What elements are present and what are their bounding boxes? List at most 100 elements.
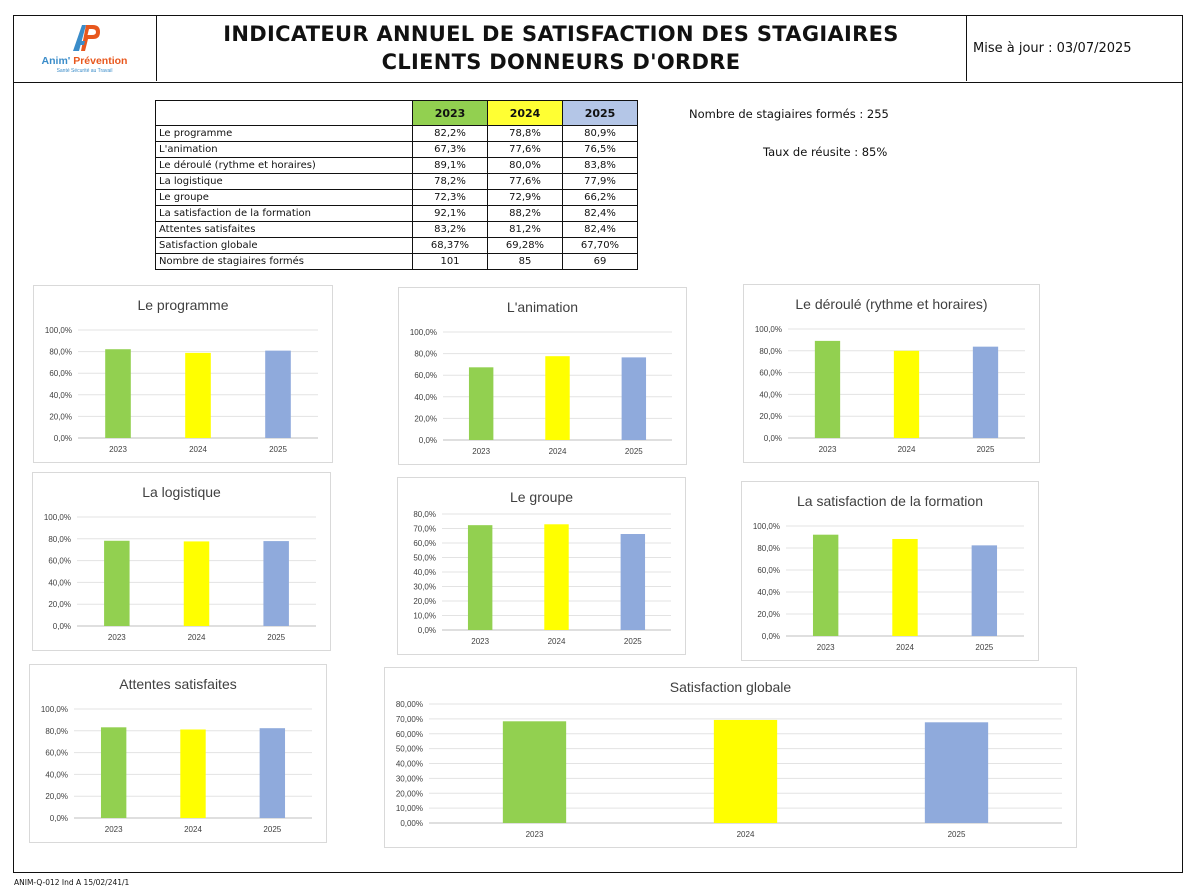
bar-2023 bbox=[468, 367, 494, 440]
y-tick-label: 40,00% bbox=[396, 760, 423, 769]
x-tick-label: 2025 bbox=[624, 637, 642, 646]
y-tick-label: 40,0% bbox=[45, 770, 68, 779]
y-tick-label: 20,0% bbox=[759, 412, 782, 421]
chart-la-satisfaction-formation: La satisfaction de la formation 0,0% 20,0%… bbox=[741, 481, 1039, 661]
chart-la-logistique: La logistique 0,0% 20,0% 40,0% 60,0% 80,0% 100… bbox=[32, 472, 331, 651]
table-row: Le programme 82,2% 78,8% 80,9% bbox=[155, 125, 638, 142]
y-tick-label: 40,0% bbox=[759, 390, 782, 399]
document-reference: ANIM-Q-012 Ind A 15/02/241/1 bbox=[14, 878, 130, 887]
chart-title: Le groupe bbox=[510, 489, 573, 505]
cell-value: 80,0% bbox=[487, 157, 563, 174]
cell-value: 92,1% bbox=[412, 205, 488, 222]
row-label: L'animation bbox=[155, 141, 413, 158]
chart-svg: La logistique 0,0% 20,0% 40,0% 60,0% 80,0% 100… bbox=[44, 484, 316, 642]
page-title: INDICATEUR ANNUEL DE SATISFACTION DES ST… bbox=[156, 15, 966, 81]
y-tick-label: 0,0% bbox=[762, 632, 780, 641]
cell-value: 88,2% bbox=[487, 205, 563, 222]
logo: Anim' Prévention Santé Sécurité au Trava… bbox=[13, 15, 157, 81]
y-tick-label: 100,0% bbox=[410, 328, 437, 337]
y-tick-label: 40,0% bbox=[413, 568, 436, 577]
cell-value: 82,4% bbox=[562, 205, 638, 222]
x-tick-label: 2023 bbox=[109, 445, 127, 454]
x-tick-label: 2025 bbox=[263, 825, 281, 834]
x-tick-label: 2024 bbox=[737, 830, 755, 839]
x-tick-label: 2025 bbox=[975, 643, 993, 652]
chart-svg: Satisfaction globale 0,00% 10,00% 20,00% 30,… bbox=[396, 679, 1062, 839]
cell-value: 78,2% bbox=[412, 173, 488, 190]
cell-value: 66,2% bbox=[562, 189, 638, 206]
table-row: Le déroulé (rythme et horaires) 89,1% 80,0… bbox=[155, 157, 638, 174]
cell-value: 81,2% bbox=[487, 221, 563, 238]
cell-value: 67,3% bbox=[412, 141, 488, 158]
chart-svg: Attentes satisfaites 0,0% 20,0% 40,0% 60,0% 8… bbox=[41, 676, 312, 834]
logo-tagline: Santé Sécurité au Travail bbox=[56, 68, 113, 74]
y-tick-label: 0,0% bbox=[50, 814, 68, 823]
x-tick-label: 2024 bbox=[898, 445, 916, 454]
table-row: Nombre de stagiaires formés 101 85 69 bbox=[155, 253, 638, 270]
bar-2025 bbox=[620, 534, 646, 630]
row-label: La satisfaction de la formation bbox=[155, 205, 413, 222]
cell-value: 77,9% bbox=[562, 173, 638, 190]
chart-le-deroule: Le déroulé (rythme et horaires) 0,0% 20,0%… bbox=[743, 284, 1040, 463]
bar-2023 bbox=[502, 721, 567, 823]
cell-value: 80,9% bbox=[562, 125, 638, 142]
update-date: Mise à jour : 03/07/2025 bbox=[973, 41, 1132, 56]
cell-value: 83,8% bbox=[562, 157, 638, 174]
x-tick-label: 2023 bbox=[105, 825, 123, 834]
logo-brand-part2: Prévention bbox=[73, 55, 128, 67]
bar-2025 bbox=[924, 722, 989, 823]
header: Anim' Prévention Santé Sécurité au Trava… bbox=[13, 15, 1183, 83]
bar-2023 bbox=[812, 534, 839, 636]
y-tick-label: 30,00% bbox=[396, 774, 423, 783]
chart-satisfaction-globale: Satisfaction globale 0,00% 10,00% 20,00% 30,… bbox=[384, 667, 1077, 848]
y-tick-label: 0,0% bbox=[54, 434, 72, 443]
bar-2024 bbox=[713, 719, 778, 823]
table-row: L'animation 67,3% 77,6% 76,5% bbox=[155, 141, 638, 158]
x-tick-label: 2024 bbox=[896, 643, 914, 652]
bar-2024 bbox=[893, 350, 920, 438]
update-date-cell: Mise à jour : 03/07/2025 bbox=[966, 15, 1182, 81]
cell-value: 78,8% bbox=[487, 125, 563, 142]
cell-value: 72,9% bbox=[487, 189, 563, 206]
y-tick-label: 40,0% bbox=[414, 393, 437, 402]
bar-2024 bbox=[180, 729, 206, 818]
y-tick-label: 60,0% bbox=[49, 369, 72, 378]
logo-text: Anim' Prévention bbox=[13, 55, 156, 67]
bar-2025 bbox=[265, 350, 291, 438]
cell-value: 69 bbox=[562, 253, 638, 270]
y-tick-label: 10,00% bbox=[396, 804, 423, 813]
bar-2025 bbox=[621, 357, 647, 440]
bar-2025 bbox=[259, 728, 286, 818]
y-tick-label: 50,0% bbox=[413, 554, 436, 563]
chart-title: Le programme bbox=[137, 297, 228, 313]
cell-value: 68,37% bbox=[412, 237, 488, 254]
cell-value: 69,28% bbox=[487, 237, 563, 254]
x-tick-label: 2024 bbox=[549, 447, 567, 456]
x-tick-label: 2023 bbox=[471, 637, 489, 646]
y-tick-label: 80,0% bbox=[414, 350, 437, 359]
bar-2025 bbox=[971, 545, 998, 636]
y-tick-label: 80,0% bbox=[48, 535, 71, 544]
y-tick-label: 20,0% bbox=[414, 414, 437, 423]
bar-2024 bbox=[544, 524, 569, 630]
satisfaction-table: 2023 2024 2025 Le programme 82,2% 78,8% 80,… bbox=[155, 100, 638, 270]
y-tick-label: 40,0% bbox=[48, 578, 71, 587]
chart-svg: Le programme 0,0% 20,0% 40,0% 60,0% 80,0% 100,… bbox=[45, 297, 318, 454]
bar-2024 bbox=[892, 538, 918, 636]
x-tick-label: 2025 bbox=[948, 830, 966, 839]
bar-2024 bbox=[183, 541, 210, 626]
y-tick-label: 80,0% bbox=[759, 347, 782, 356]
bar-2025 bbox=[263, 541, 289, 626]
y-tick-label: 60,0% bbox=[757, 566, 780, 575]
table-row: Satisfaction globale 68,37% 69,28% 67,70% bbox=[155, 237, 638, 254]
y-tick-label: 20,0% bbox=[48, 600, 71, 609]
bar-2023 bbox=[104, 540, 130, 626]
y-tick-label: 50,00% bbox=[396, 745, 423, 754]
y-tick-label: 20,0% bbox=[49, 412, 72, 421]
chart-svg: Le déroulé (rythme et horaires) 0,0% 20,0%… bbox=[755, 296, 1025, 454]
chart-l-animation: L'animation 0,0% 20,0% 40,0% 60,0% 80,0% 100,0… bbox=[398, 287, 687, 465]
bar-2023 bbox=[100, 727, 127, 818]
year-header-2025: 2025 bbox=[562, 100, 638, 126]
chart-title: Attentes satisfaites bbox=[119, 676, 237, 692]
table-row: La satisfaction de la formation 92,1% 88,2… bbox=[155, 205, 638, 222]
